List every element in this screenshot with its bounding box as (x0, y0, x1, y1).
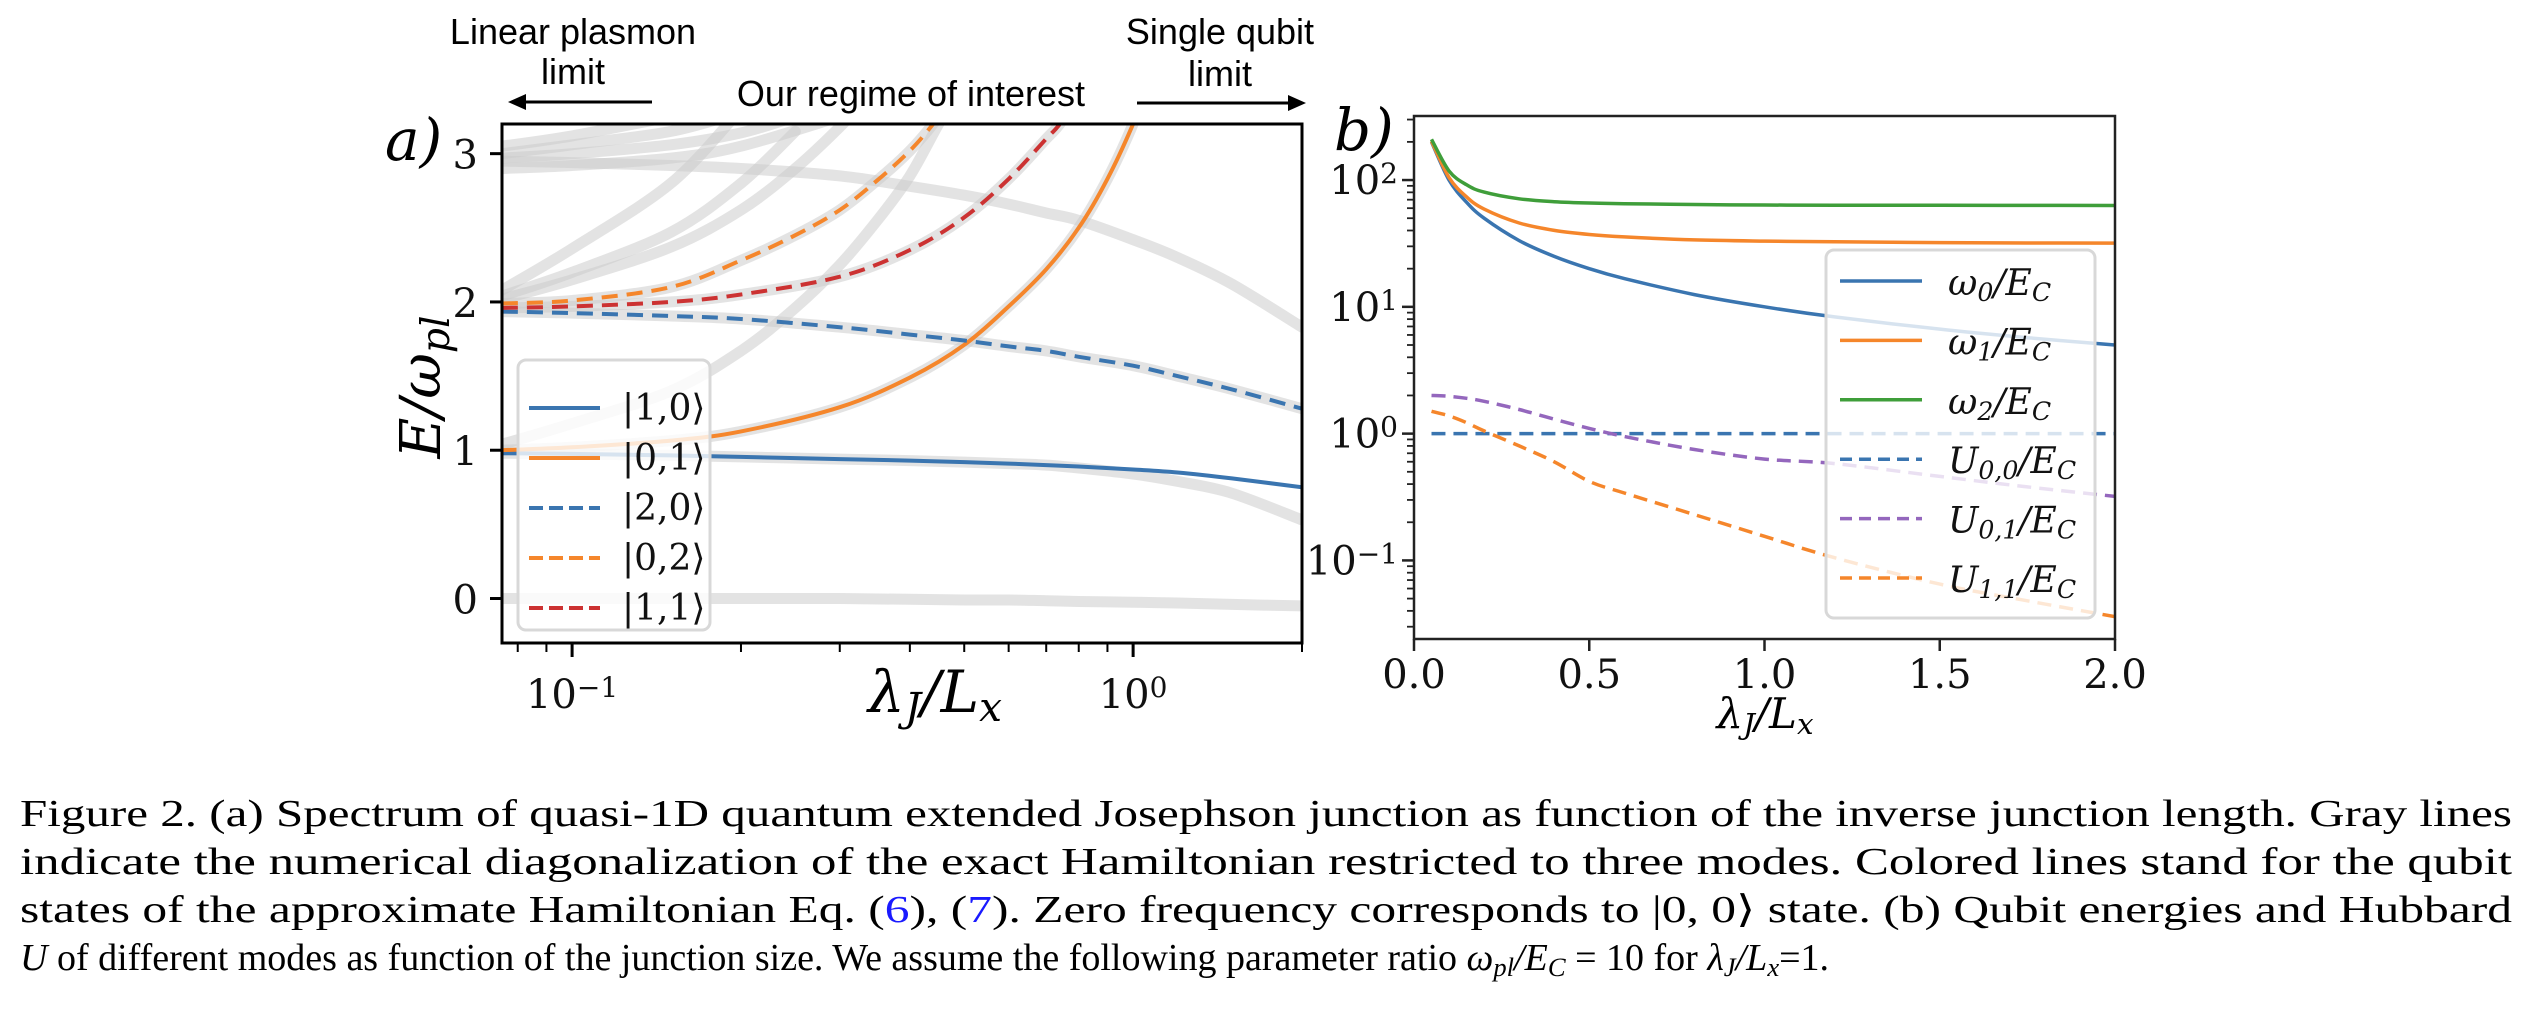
panel-b-label: b) (1334, 96, 1394, 164)
x-tick-label: 10−1 (526, 671, 618, 718)
regime-of-interest-label: Our regime of interest (737, 73, 1085, 114)
x-tick-label: 1.0 (1733, 652, 1797, 698)
panel-a-label: a) (385, 106, 442, 174)
x-tick-label: 0.5 (1557, 652, 1621, 698)
caption-line: U of different modes as function of the … (20, 937, 1829, 982)
legend-label: |1,0⟩ (622, 388, 705, 429)
series-line-2 (1429, 138, 2115, 208)
panel-a-ticks: 0 1 2 3 10−1 100 (453, 133, 1303, 718)
series-line-4 (502, 124, 1063, 310)
gray-exact-line (502, 155, 1302, 333)
single-qubit-limit-label: limit (1188, 53, 1252, 94)
y-tick-label: 2 (453, 281, 478, 327)
legend-entry: |0,1⟩ (529, 438, 705, 479)
linear-plasmon-limit-label: limit (541, 51, 605, 92)
gray-exact-line (502, 124, 722, 160)
panel-a-frame (500, 122, 1304, 645)
legend-entry: |2,0⟩ (529, 488, 705, 529)
caption-line: Figure 2. (a) Spectrum of quasi-1D quant… (20, 793, 2512, 835)
caption-line: states of the approximate Hamiltonian Eq… (20, 889, 2512, 931)
y-tick-label: 102 (1329, 157, 1398, 204)
legend-entry: ω2/EC (1840, 382, 2051, 426)
series-line-3 (502, 124, 936, 306)
legend-label: U0,0/EC (1948, 441, 2076, 485)
equation-reference-link[interactable]: 7 (967, 889, 992, 931)
y-tick-label: 100 (1329, 411, 1398, 458)
x-tick-label: 1.5 (1908, 652, 1972, 698)
caption-text: ), ( (910, 889, 968, 931)
legend-entry: |1,0⟩ (529, 388, 705, 429)
linear-plasmon-label: Linear plasmon (450, 11, 696, 52)
caption-math: ωpl/EC (1467, 937, 1566, 982)
legend-entry: U1,1/EC (1840, 560, 2076, 604)
caption-text: =1. (1779, 937, 1829, 979)
regime-annotations: Linear plasmon limit Our regime of inter… (450, 11, 1314, 114)
panel-a-ylabel: E/ωpl (389, 315, 459, 459)
caption-text: of different modes as function of the ju… (47, 937, 1466, 979)
legend-entry: ω0/EC (1840, 263, 2051, 307)
legend-label: |0,2⟩ (622, 538, 705, 579)
panel-b-legend: ω0/EC ω1/EC ω2/EC U0,0/EC U0,1/EC U1,1/EC (1824, 248, 2097, 620)
single-qubit-label: Single qubit (1126, 11, 1314, 52)
caption-line: indicate the numerical diagonalization o… (20, 841, 2513, 883)
gray-exact-line (502, 124, 791, 164)
gray-exact-line (502, 124, 662, 152)
caption-text: ). Zero frequency corresponds to |0, 0⟩ … (992, 889, 2512, 931)
caption-text: Figure 2. (a) Spectrum of quasi-1D quant… (20, 793, 2512, 835)
gray-exact-line (502, 124, 851, 305)
left-arrow-icon (508, 94, 652, 110)
y-tick-label: 101 (1329, 284, 1398, 331)
caption-text: states of the approximate Hamiltonian Eq… (20, 889, 885, 931)
panel-b-ticks: 0.0 0.5 1.0 1.5 2.0 10−1 100 101 102 (1306, 118, 2147, 698)
series-line-1 (1429, 140, 2115, 245)
legend-entry: U0,0/EC (1840, 441, 2076, 485)
y-tick-label: 3 (453, 133, 478, 179)
y-tick-label: 1 (453, 429, 478, 475)
figure-caption: Figure 2. (a) Spectrum of quasi-1D quant… (20, 793, 2513, 982)
panel-a-chart: a) 0 1 2 3 10−1 100 E/ωpl λJ/Lx |1,0⟩ |0,1⟩ |2,… (385, 106, 1304, 731)
legend-entry: U0,1/EC (1840, 501, 2076, 545)
panel-b-chart: b) 0.0 0.5 1.0 1.5 2.0 10−1 100 101 102 λJ/Lx ω0… (1306, 96, 2147, 741)
x-tick-label: 0.0 (1382, 652, 1446, 698)
x-tick-label: 100 (1099, 671, 1168, 718)
equation-reference-link[interactable]: 6 (885, 889, 910, 931)
legend-label: |0,1⟩ (622, 438, 705, 479)
panel-a-legend: |1,0⟩ |0,1⟩ |2,0⟩ |0,2⟩ |1,1⟩ (516, 358, 712, 632)
legend-label: ω1/EC (1948, 322, 2051, 366)
legend-entry: |1,1⟩ (529, 588, 705, 629)
caption-text: = 10 for (1566, 937, 1708, 979)
legend-label: |2,0⟩ (622, 488, 705, 529)
legend-label: ω0/EC (1948, 263, 2051, 307)
caption-math: λJ/Lx (1706, 937, 1779, 982)
caption-text: U (20, 937, 50, 979)
y-tick-label: 0 (453, 578, 478, 624)
gray-exact-line (502, 124, 835, 174)
legend-label: U0,1/EC (1948, 501, 2076, 545)
legend-entry: ω1/EC (1840, 322, 2051, 366)
legend-label: ω2/EC (1948, 382, 2051, 426)
y-tick-label: 10−1 (1306, 538, 1398, 585)
caption-text: indicate the numerical diagonalization o… (20, 841, 2513, 883)
legend-label: U1,1/EC (1948, 560, 2076, 604)
panel-b-xlabel: λJ/Lx (1714, 689, 1813, 741)
right-arrow-icon (1137, 95, 1306, 111)
panel-a-xlabel: λJ/Lx (866, 658, 1002, 731)
legend-label: |1,1⟩ (622, 588, 705, 629)
x-tick-label: 2.0 (2083, 652, 2147, 698)
legend-entry: |0,2⟩ (529, 538, 705, 579)
